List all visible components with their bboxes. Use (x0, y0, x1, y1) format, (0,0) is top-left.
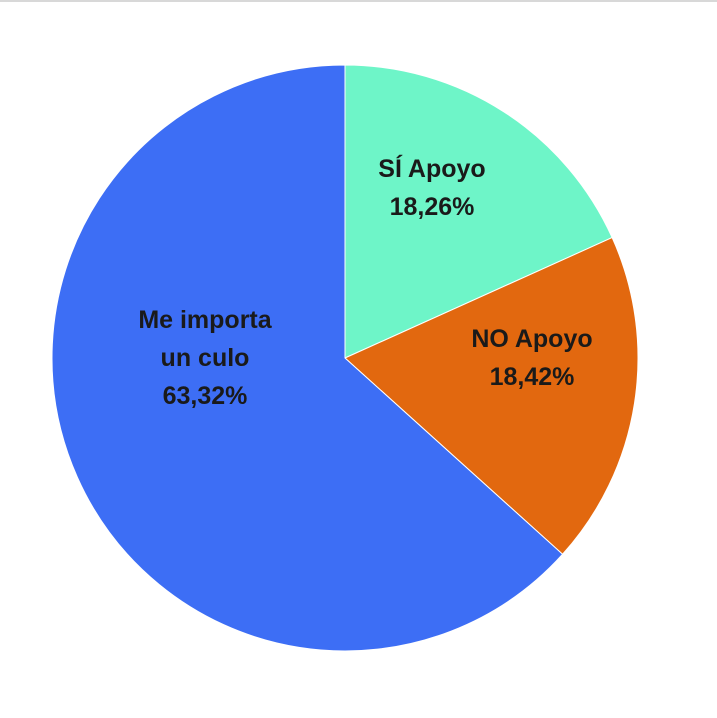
slice-value-label: 18,26% (390, 193, 475, 221)
slice-name-label: Me importa (138, 306, 272, 334)
slice-name-label: un culo (161, 344, 250, 372)
slice-value-label: 63,32% (163, 382, 248, 410)
pie-slice-2 (344, 236, 639, 555)
slice-value-label: 18,42% (490, 363, 575, 391)
pie-slice-1 (344, 64, 613, 359)
pie-slice-label-3: Me importa un culo 63,32% (138, 306, 272, 410)
pie-slice-label-1: SÍ Apoyo 18,26% (378, 154, 485, 221)
pie-slice-label-2: NO Apoyo 18,42% (471, 325, 592, 391)
slice-name-label: SÍ Apoyo (378, 154, 485, 183)
pie-slice-3 (51, 64, 564, 652)
top-divider (0, 0, 717, 2)
pie-slices (51, 64, 639, 652)
pie-labels: SÍ Apoyo 18,26% NO Apoyo 18,42% Me importa un… (138, 154, 592, 410)
slice-name-label: NO Apoyo (471, 325, 592, 353)
